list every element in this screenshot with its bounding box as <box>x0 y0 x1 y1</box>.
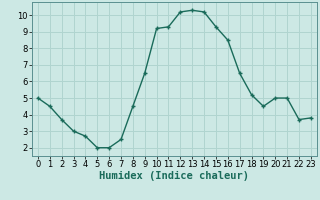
X-axis label: Humidex (Indice chaleur): Humidex (Indice chaleur) <box>100 171 249 181</box>
